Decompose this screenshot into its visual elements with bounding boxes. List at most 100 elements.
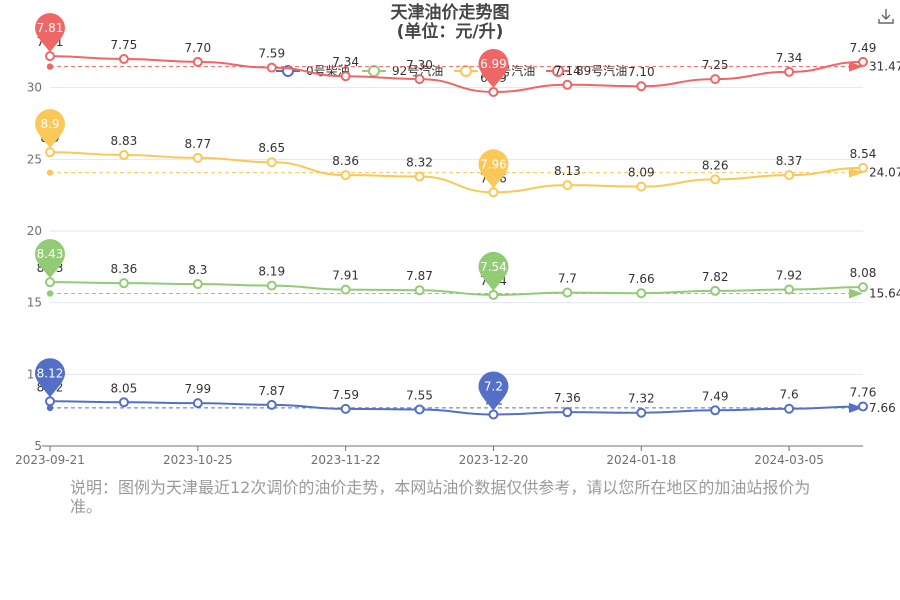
average-value-label: 7.66 [869,401,896,415]
data-point [118,54,129,64]
data-label: 7.32 [628,392,655,406]
average-line-start [46,63,54,70]
x-tick-label: 2024-03-05 [754,453,824,467]
data-label: 7.34 [776,51,803,65]
min-marker-pin: 6.99 [478,48,509,88]
min-marker-pin: 7.54 [478,251,509,291]
data-point [118,150,129,161]
min-pin-shape [478,149,509,189]
data-point [192,152,203,163]
data-label: 8.13 [554,164,581,178]
data-label: 8.32 [406,156,433,170]
data-point [340,170,351,181]
data-label: 7.99 [184,382,211,396]
max-marker-pin: 8.12 [35,358,65,398]
data-point [414,285,425,296]
data-point [784,284,795,295]
data-point [192,398,203,409]
legend-item: 89号汽油 [546,63,627,78]
data-label: 7.59 [258,47,285,61]
max-marker-pin: 8.9 [35,109,65,149]
data-point [45,51,55,62]
max-pin-shape [35,13,65,53]
download-icon[interactable] [876,6,896,26]
data-point [858,401,868,412]
series-line [49,400,864,416]
data-point [562,79,573,90]
y-tick-label: 25 [27,152,42,166]
x-tick-label: 2023-09-21 [15,453,85,467]
min-marker-pin: 7.96 [478,149,509,189]
average-line-arrow [849,167,863,178]
data-point [266,157,277,168]
max-marker-pin: 7.81 [35,13,65,53]
data-label: 7.49 [850,41,877,55]
data-point [784,66,795,77]
data-label: 8.65 [258,141,285,155]
x-tick-label: 2023-12-20 [459,453,529,467]
data-label: 8.36 [111,262,138,276]
data-label: 7.75 [111,38,138,52]
legend-marker [460,65,472,77]
data-label: 7.76 [850,385,877,399]
average-line-start [46,404,54,412]
average-line-start [46,169,54,176]
data-point [45,396,55,407]
legend-label: 89号汽油 [576,63,627,78]
series-line [49,55,864,93]
min-pin-shape [478,371,509,411]
data-point [488,289,499,300]
data-point [340,71,351,82]
data-point [710,74,721,85]
data-label: 8.05 [111,381,138,395]
data-label: 7.82 [702,270,729,284]
data-label: 7.92 [776,268,803,282]
average-line-start [46,290,54,297]
data-point [562,287,573,298]
data-label: 7.87 [258,384,285,398]
data-point [266,62,277,73]
min-pin-shape [478,48,509,88]
data-label: 7.34 [332,55,359,69]
max-pin-label: 8.43 [37,247,64,261]
chart-title: 天津油价走势图 (单位：元/升) [0,4,900,42]
y-tick-label: 30 [27,81,42,95]
data-point [636,407,647,418]
average-line-arrow [849,402,863,413]
data-label: 7.36 [554,391,581,405]
max-pin-label: 8.12 [37,366,64,380]
data-label: 7.25 [702,58,729,72]
min-pin-label: 7.2 [484,379,503,393]
average-line-arrow [849,288,863,299]
data-label: 7.55 [406,388,433,402]
average-value-label: 15.64 [869,286,900,300]
y-tick-label: 5 [34,439,42,453]
data-label: 8.09 [628,166,655,180]
data-label: 8.37 [776,154,803,168]
data-label: 8.83 [111,134,138,148]
average-value-label: 31.47 [869,60,900,74]
chart-title-main: 天津油价走势图 [390,3,510,23]
data-point [710,174,721,185]
max-pin-shape [35,239,65,279]
data-label: 8.36 [332,154,359,168]
series-line [49,281,864,296]
data-point [266,280,277,291]
data-point [340,403,351,414]
data-label: 8.77 [184,137,211,151]
data-label: 7.91 [332,269,359,283]
x-tick-label: 2023-11-22 [311,453,381,467]
data-point [192,56,203,67]
data-point [636,288,647,299]
data-label: 8.19 [258,265,285,279]
data-point [858,282,868,293]
data-point [636,81,647,92]
data-point [118,278,129,289]
data-label: 7.70 [184,41,211,55]
data-label: 7.6 [780,388,799,402]
y-tick-label: 20 [27,224,42,238]
min-pin-label: 7.54 [480,260,507,274]
average-line-arrow [849,61,863,72]
data-point [45,147,55,158]
data-label: 8.3 [188,263,207,277]
